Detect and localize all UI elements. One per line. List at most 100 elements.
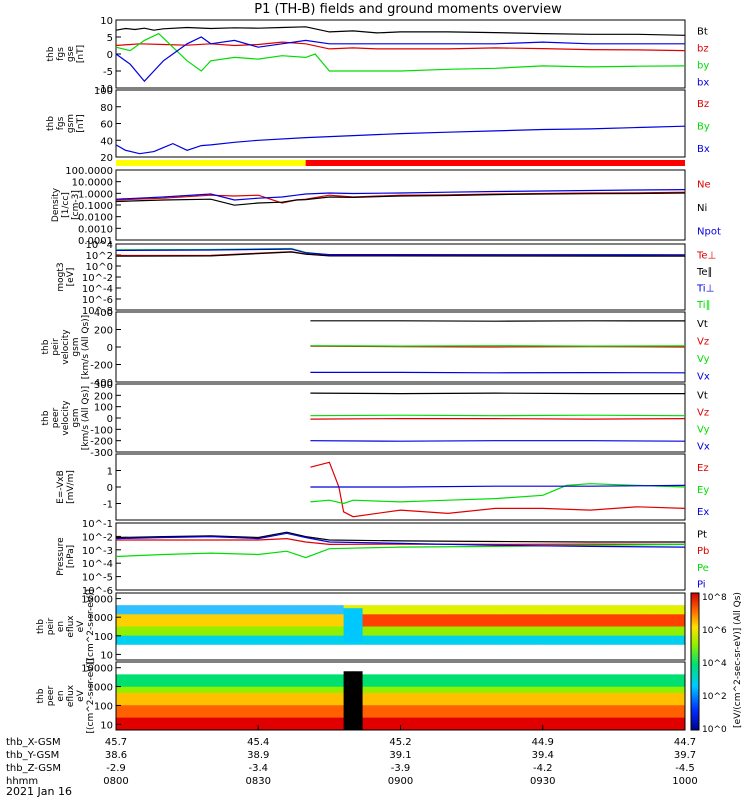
heatmap-cell xyxy=(182,626,193,631)
heatmap-cell xyxy=(618,617,629,621)
heatmap-cell xyxy=(628,677,639,682)
heatmap-cell xyxy=(523,596,534,600)
heatmap-cell xyxy=(296,629,307,634)
heatmap-cell xyxy=(580,629,591,634)
heatmap-cell xyxy=(400,708,411,712)
heatmap-cell xyxy=(239,696,250,700)
heatmap-cell xyxy=(447,696,458,700)
heatmap-cell xyxy=(647,626,658,631)
heatmap-cell xyxy=(675,674,686,678)
heatmap-cell xyxy=(372,653,383,658)
heatmap-cell xyxy=(533,656,544,661)
heatmap-cell xyxy=(590,699,601,703)
heatmap-cell xyxy=(191,705,202,709)
heatmap-cell xyxy=(495,683,506,688)
y-axis-label: en xyxy=(56,621,66,632)
heatmap-cell xyxy=(457,726,468,731)
heatmap-cell xyxy=(163,629,174,634)
heatmap-cell xyxy=(618,668,629,672)
heatmap-cell xyxy=(296,692,307,697)
heatmap-cell xyxy=(618,714,629,719)
heatmap-cell xyxy=(466,656,477,661)
heatmap-cell xyxy=(258,644,269,649)
heatmap-cell xyxy=(134,665,145,669)
heatmap-cell xyxy=(391,623,401,627)
heatmap-cell xyxy=(353,623,364,627)
heatmap-cell xyxy=(153,696,164,700)
heatmap-cell xyxy=(647,650,658,655)
heatmap-cell xyxy=(523,620,534,624)
heatmap-cell xyxy=(134,705,145,709)
y-tick-label: 10.0000 xyxy=(72,178,113,189)
heatmap-cell xyxy=(210,662,221,666)
heatmap-cell xyxy=(466,635,477,640)
heatmap-cell xyxy=(296,644,307,649)
heatmap-cell xyxy=(675,611,686,615)
heatmap-cell xyxy=(305,593,316,597)
heatmap-cell xyxy=(590,626,601,631)
heatmap-cell xyxy=(400,653,411,658)
heatmap-cell xyxy=(372,692,383,697)
heatmap-cell xyxy=(400,626,411,631)
heatmap-cell xyxy=(428,689,439,694)
heatmap-cell xyxy=(125,593,136,597)
orbit-row-value: -3.4 xyxy=(248,763,268,774)
heatmap-cell xyxy=(191,644,202,649)
heatmap-cell xyxy=(514,714,525,719)
heatmap-cell xyxy=(172,674,183,678)
heatmap-cell xyxy=(296,632,307,637)
heatmap-cell xyxy=(258,638,269,643)
heatmap-cell xyxy=(466,692,477,697)
heatmap-cell xyxy=(153,720,164,725)
heatmap-cell xyxy=(305,617,316,621)
heatmap-cell xyxy=(116,611,126,615)
heatmap-cell xyxy=(457,668,468,672)
heatmap-cell xyxy=(428,671,439,675)
heatmap-cell xyxy=(353,680,364,685)
heatmap-cell xyxy=(248,708,259,712)
heatmap-cell xyxy=(210,647,221,652)
heatmap-cell xyxy=(409,626,420,631)
heatmap-cell xyxy=(362,620,373,624)
panel-frame xyxy=(115,592,686,661)
heatmap-cell xyxy=(466,605,477,609)
heatmap-cell xyxy=(296,665,307,669)
heatmap-cell xyxy=(647,720,658,725)
heatmap-cell xyxy=(495,720,506,725)
heatmap-cell xyxy=(675,626,686,631)
heatmap-cell xyxy=(267,653,278,658)
heatmap-cell xyxy=(656,605,667,609)
y-tick-label: 40 xyxy=(100,136,113,147)
heatmap-cell xyxy=(542,677,553,682)
heatmap-cell xyxy=(163,617,174,621)
heatmap-cell xyxy=(580,608,591,612)
heatmap-cell xyxy=(400,614,411,618)
heatmap-cell xyxy=(466,677,477,682)
heatmap-cell xyxy=(400,647,411,652)
heatmap-cell xyxy=(220,668,231,672)
heatmap-cell xyxy=(523,723,534,728)
heatmap-cell xyxy=(125,662,136,666)
heatmap-cell xyxy=(277,602,288,606)
heatmap-cell xyxy=(210,674,221,678)
heatmap-cell xyxy=(542,593,553,597)
heatmap-cell xyxy=(229,611,240,615)
heatmap-cell xyxy=(533,635,544,640)
heatmap-cell xyxy=(514,596,525,600)
heatmap-cell xyxy=(438,692,449,697)
heatmap-cell xyxy=(134,614,145,618)
heatmap-cell xyxy=(315,668,326,672)
heatmap-cell xyxy=(277,699,288,703)
heatmap-cell xyxy=(609,668,620,672)
heatmap-cell xyxy=(191,629,202,634)
heatmap-cell xyxy=(666,692,677,697)
heatmap-cell xyxy=(504,711,515,716)
heatmap-cell xyxy=(334,717,345,722)
heatmap-cell xyxy=(134,596,145,600)
heatmap-cell xyxy=(153,656,164,661)
heatmap-cell xyxy=(248,596,259,600)
y-tick-label: 10 xyxy=(100,720,113,731)
series-line-by xyxy=(115,32,686,72)
